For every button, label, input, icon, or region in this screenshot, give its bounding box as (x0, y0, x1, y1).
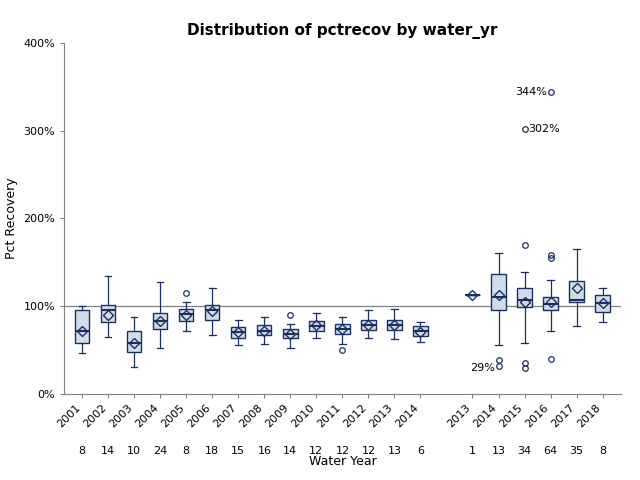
Bar (595, 296, 610, 312)
Text: 344%: 344% (515, 87, 547, 97)
Bar (127, 331, 141, 351)
Bar (101, 305, 115, 322)
Text: 64: 64 (543, 446, 557, 456)
Text: 12: 12 (362, 446, 376, 456)
Text: 34: 34 (518, 446, 532, 456)
Bar (517, 288, 532, 307)
Bar (257, 325, 271, 335)
Text: 8: 8 (183, 446, 190, 456)
Bar (205, 305, 220, 320)
Bar (153, 313, 168, 329)
Bar (284, 329, 298, 338)
Text: 6: 6 (417, 446, 424, 456)
X-axis label: Water Year: Water Year (308, 455, 376, 468)
Text: 8: 8 (79, 446, 86, 456)
Bar (570, 281, 584, 301)
Bar (335, 324, 349, 334)
Text: 18: 18 (205, 446, 220, 456)
Bar (179, 309, 193, 321)
Bar (309, 321, 324, 331)
Text: 16: 16 (257, 446, 271, 456)
Text: 302%: 302% (529, 124, 560, 134)
Text: 15: 15 (231, 446, 245, 456)
Text: 10: 10 (127, 446, 141, 456)
Bar (361, 320, 376, 330)
Bar (75, 311, 90, 343)
Bar (387, 320, 401, 330)
Bar (413, 326, 428, 336)
Text: 35: 35 (570, 446, 584, 456)
Text: 14: 14 (101, 446, 115, 456)
Text: 13: 13 (492, 446, 506, 456)
Bar (543, 297, 557, 310)
Text: 14: 14 (284, 446, 298, 456)
Text: 24: 24 (153, 446, 168, 456)
Text: 12: 12 (309, 446, 323, 456)
Text: 29%: 29% (470, 363, 495, 373)
Text: 8: 8 (599, 446, 606, 456)
Text: 12: 12 (335, 446, 349, 456)
Title: Distribution of pctrecov by water_yr: Distribution of pctrecov by water_yr (187, 23, 498, 39)
Bar (492, 274, 506, 310)
Text: 1: 1 (469, 446, 476, 456)
Text: 13: 13 (387, 446, 401, 456)
Bar (231, 327, 246, 337)
Y-axis label: Pct Recovery: Pct Recovery (4, 178, 18, 259)
